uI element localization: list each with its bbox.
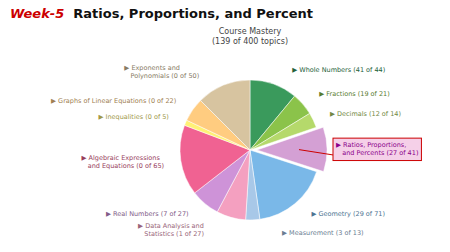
subtitle: Course Mastery <box>219 27 282 36</box>
highlight-box <box>333 138 421 160</box>
slice-label: ▶ Decimals (12 of 14) <box>330 110 401 118</box>
slice-label-line: and Equations (0 of 65) <box>81 162 164 170</box>
slice-label: ▶ Ratios, Proportions, and Percents (27 … <box>336 141 418 157</box>
slice-label-line: ▶ Measurement (3 of 13) <box>282 229 364 237</box>
slice-label-line: ▶ Real Numbers (7 of 27) <box>106 210 189 218</box>
slice-label: ▶ Data Analysis and Statistics (1 of 27) <box>138 222 204 238</box>
slice-label: ▶ Measurement (3 of 13) <box>282 229 364 237</box>
chart: Week-5 Ratios, Proportions, and Percent C… <box>0 0 450 252</box>
pie <box>180 80 327 220</box>
slice-label: ▶ Exponents and Polynomials (0 of 50) <box>124 64 199 80</box>
slice-label: ▶ Real Numbers (7 of 27) <box>106 210 189 218</box>
title: Week-5 Ratios, Proportions, and Percent <box>10 6 313 21</box>
slice-label: ▶ Algebraic Expressions and Equations (0… <box>81 154 164 170</box>
slice-label: ▶ Fractions (19 of 21) <box>319 90 389 98</box>
title-part: Week-5 <box>10 6 64 21</box>
slice-label: ▶ Inequalities (0 of 5) <box>98 113 168 121</box>
subtitle: (139 of 400 topics) <box>212 37 288 46</box>
slice-label: ▶ Geometry (29 of 71) <box>311 210 385 218</box>
highlight-layer <box>333 138 421 160</box>
slice-label-line: ▶ Graphs of Linear Equations (0 of 22) <box>51 97 176 105</box>
slice-label-line: ▶ Inequalities (0 of 5) <box>98 113 168 121</box>
slice-label-line: ▶ Algebraic Expressions <box>81 154 160 162</box>
slice-label-line: and Percents (27 of 41) <box>336 149 418 157</box>
title-part: Ratios, Proportions, and Percent <box>64 6 313 21</box>
slice-label-line: ▶ Decimals (12 of 14) <box>330 110 401 118</box>
slice-label-line: Polynomials (0 of 50) <box>124 72 199 80</box>
slice-label: ▶ Whole Numbers (41 of 44) <box>292 66 385 74</box>
pie-slice <box>250 150 317 219</box>
slice-label-line: ▶ Data Analysis and <box>138 222 204 230</box>
slice-label-line: ▶ Geometry (29 of 71) <box>311 210 385 218</box>
slice-label-line: ▶ Whole Numbers (41 of 44) <box>292 66 385 74</box>
slice-label-line: ▶ Exponents and <box>124 64 180 72</box>
slice-label-line: ▶ Ratios, Proportions, <box>336 141 406 149</box>
pie-slice <box>201 80 250 150</box>
slice-label-line: ▶ Fractions (19 of 21) <box>319 90 389 98</box>
highlight-line <box>299 150 333 155</box>
slice-label: ▶ Graphs of Linear Equations (0 of 22) <box>51 97 176 105</box>
slice-label-line: Statistics (1 of 27) <box>138 230 204 238</box>
labels: ▶ Whole Numbers (41 of 44) ▶ Fractions (1… <box>51 64 418 239</box>
background <box>0 0 450 252</box>
